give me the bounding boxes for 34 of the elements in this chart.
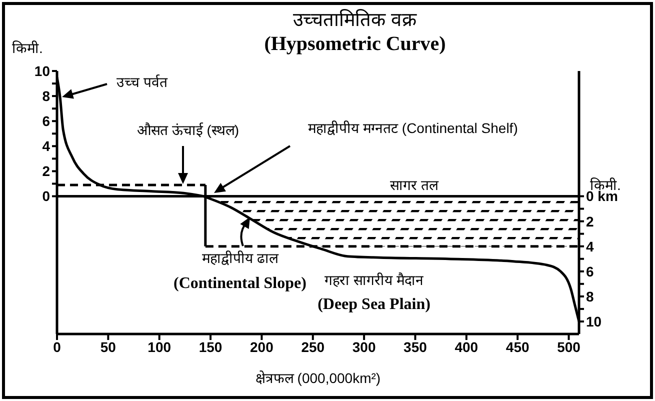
y-tick-label: 0 (42, 188, 50, 204)
annotation: गहरा सागरीय मैदान (324, 272, 424, 288)
annotation: महाद्वीपीय ढाल (201, 249, 280, 267)
y-tick-label: 4 (42, 138, 50, 154)
y2-tick-label: 2 (586, 213, 594, 230)
x-tick-label: 150 (198, 338, 222, 355)
chart-title: उच्चतामितिक वक्र (292, 8, 418, 32)
x-tick-label: 450 (506, 338, 530, 355)
y2-tick-label: 6 (586, 263, 594, 280)
x-tick-label: 500 (557, 338, 581, 355)
annotation: (Continental Slope) (174, 275, 306, 292)
chart-subtitle: (Hypsometric Curve) (263, 33, 447, 56)
y2-tick-label: 10 (586, 313, 602, 330)
annotation: औसत ऊंचाई (स्थल) (136, 122, 240, 138)
x-tick-label: 350 (404, 338, 428, 355)
annotation: (Deep Sea Plain) (316, 296, 432, 314)
y2-tick-label: 8 (586, 288, 594, 304)
y-tick-label: 2 (42, 163, 50, 180)
y-tick-label: 6 (42, 113, 50, 130)
x-tick-label: 400 (454, 338, 478, 355)
annotation: महाद्वीपीय मग्नतट (Continental Shelf) (307, 119, 519, 137)
x-tick-label: 300 (352, 338, 376, 355)
y-axis-title: किमी. (12, 39, 43, 57)
x-axis-title: क्षेत्रफल (000,000km²) (254, 369, 382, 387)
y2-tick-label: 4 (586, 238, 594, 254)
x-tick-label: 50 (100, 338, 116, 355)
annotation: उच्च पर्वत (116, 74, 168, 90)
x-tick-label: 0 (53, 338, 62, 355)
x-tick-label: 100 (148, 338, 172, 355)
y-tick-label: 10 (34, 62, 50, 79)
x-tick-label: 200 (250, 338, 274, 355)
y-tick-label: 8 (42, 88, 50, 104)
x-tick-label: 250 (301, 338, 325, 355)
ref-line-label: सागर तल (389, 176, 440, 194)
